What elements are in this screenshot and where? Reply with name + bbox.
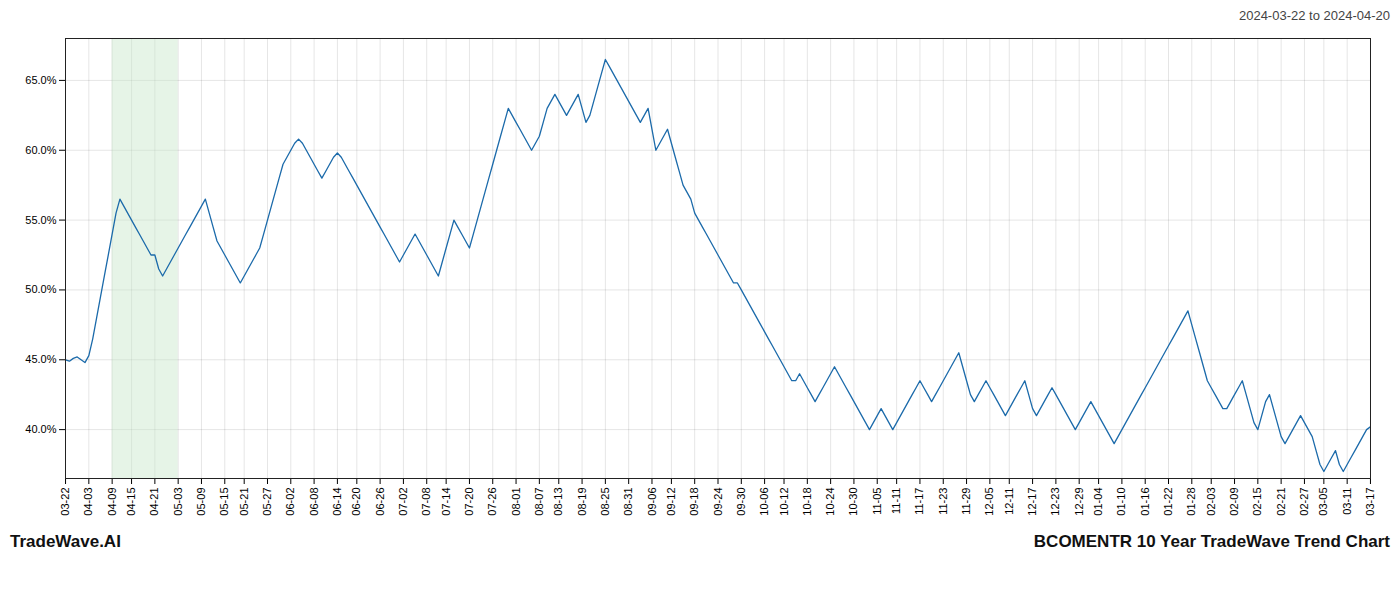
svg-text:05-21: 05-21	[238, 488, 250, 516]
svg-text:11-05: 11-05	[871, 488, 883, 515]
svg-text:02-03: 02-03	[1205, 488, 1217, 516]
svg-text:12-23: 12-23	[1049, 488, 1061, 516]
svg-text:04-03: 04-03	[82, 488, 94, 516]
svg-text:06-26: 06-26	[374, 488, 386, 516]
svg-text:12-29: 12-29	[1073, 488, 1085, 516]
svg-text:06-20: 06-20	[350, 488, 362, 516]
svg-text:03-22: 03-22	[59, 488, 71, 516]
svg-text:08-07: 08-07	[533, 488, 545, 516]
svg-text:65.0%: 65.0%	[25, 74, 56, 86]
svg-text:04-21: 04-21	[148, 488, 160, 516]
svg-text:01-28: 01-28	[1185, 488, 1197, 516]
svg-text:01-10: 01-10	[1115, 488, 1127, 516]
svg-text:09-30: 09-30	[735, 488, 747, 516]
svg-text:02-27: 02-27	[1298, 488, 1310, 516]
svg-text:10-06: 10-06	[758, 488, 770, 516]
svg-text:07-20: 07-20	[463, 488, 475, 516]
svg-text:06-14: 06-14	[331, 488, 343, 516]
svg-text:11-29: 11-29	[960, 488, 972, 515]
svg-text:08-01: 08-01	[510, 488, 522, 516]
svg-text:60.0%: 60.0%	[25, 144, 56, 156]
svg-text:09-06: 09-06	[645, 488, 657, 516]
svg-text:10-18: 10-18	[801, 488, 813, 516]
svg-text:02-21: 02-21	[1275, 488, 1287, 516]
svg-text:01-16: 01-16	[1139, 488, 1151, 516]
svg-text:10-30: 10-30	[847, 488, 859, 516]
svg-text:07-08: 07-08	[420, 488, 432, 516]
svg-text:05-09: 05-09	[195, 488, 207, 516]
svg-text:02-09: 02-09	[1228, 488, 1240, 516]
svg-text:07-02: 07-02	[397, 488, 409, 516]
svg-text:50.0%: 50.0%	[25, 283, 56, 295]
svg-text:11-17: 11-17	[913, 488, 925, 515]
svg-text:09-12: 09-12	[665, 488, 677, 516]
svg-text:55.0%: 55.0%	[25, 214, 56, 226]
svg-text:07-26: 07-26	[486, 488, 498, 516]
svg-text:07-14: 07-14	[440, 488, 452, 516]
svg-text:05-03: 05-03	[172, 488, 184, 516]
svg-text:12-05: 12-05	[983, 488, 995, 516]
svg-text:10-12: 10-12	[778, 488, 790, 516]
svg-text:40.0%: 40.0%	[25, 423, 56, 435]
svg-text:08-19: 08-19	[576, 488, 588, 516]
html-text:2024-03-22 to 2024-04-20: 2024-03-22 to 2024-04-20	[1238, 8, 1390, 23]
svg-text:12-11: 12-11	[1003, 488, 1015, 515]
html-text:BCOMENTR 10 Year TradeWave Tre: BCOMENTR 10 Year TradeWave Trend Chart	[1033, 532, 1390, 551]
html-text:TradeWave.AI: TradeWave.AI	[10, 532, 121, 551]
svg-text:45.0%: 45.0%	[25, 353, 56, 365]
svg-text:02-15: 02-15	[1251, 488, 1263, 516]
svg-text:03-05: 03-05	[1317, 488, 1329, 516]
svg-text:05-27: 05-27	[261, 488, 273, 516]
svg-text:12-17: 12-17	[1026, 488, 1038, 516]
svg-text:08-25: 08-25	[599, 488, 611, 516]
svg-text:04-15: 04-15	[125, 488, 137, 516]
svg-text:11-23: 11-23	[937, 488, 949, 515]
svg-text:08-13: 08-13	[552, 488, 564, 516]
svg-text:08-31: 08-31	[622, 488, 634, 516]
svg-text:03-11: 03-11	[1341, 488, 1353, 515]
svg-text:10-24: 10-24	[824, 488, 836, 516]
svg-text:05-15: 05-15	[218, 488, 230, 516]
svg-text:03-17: 03-17	[1364, 488, 1376, 516]
svg-text:01-04: 01-04	[1092, 488, 1104, 516]
svg-text:04-09: 04-09	[106, 488, 118, 516]
svg-text:06-08: 06-08	[308, 488, 320, 516]
svg-text:06-02: 06-02	[284, 488, 296, 516]
svg-text:11-11: 11-11	[890, 488, 902, 515]
svg-text:01-22: 01-22	[1162, 488, 1174, 516]
svg-text:09-24: 09-24	[712, 488, 724, 516]
svg-text:09-18: 09-18	[688, 488, 700, 516]
